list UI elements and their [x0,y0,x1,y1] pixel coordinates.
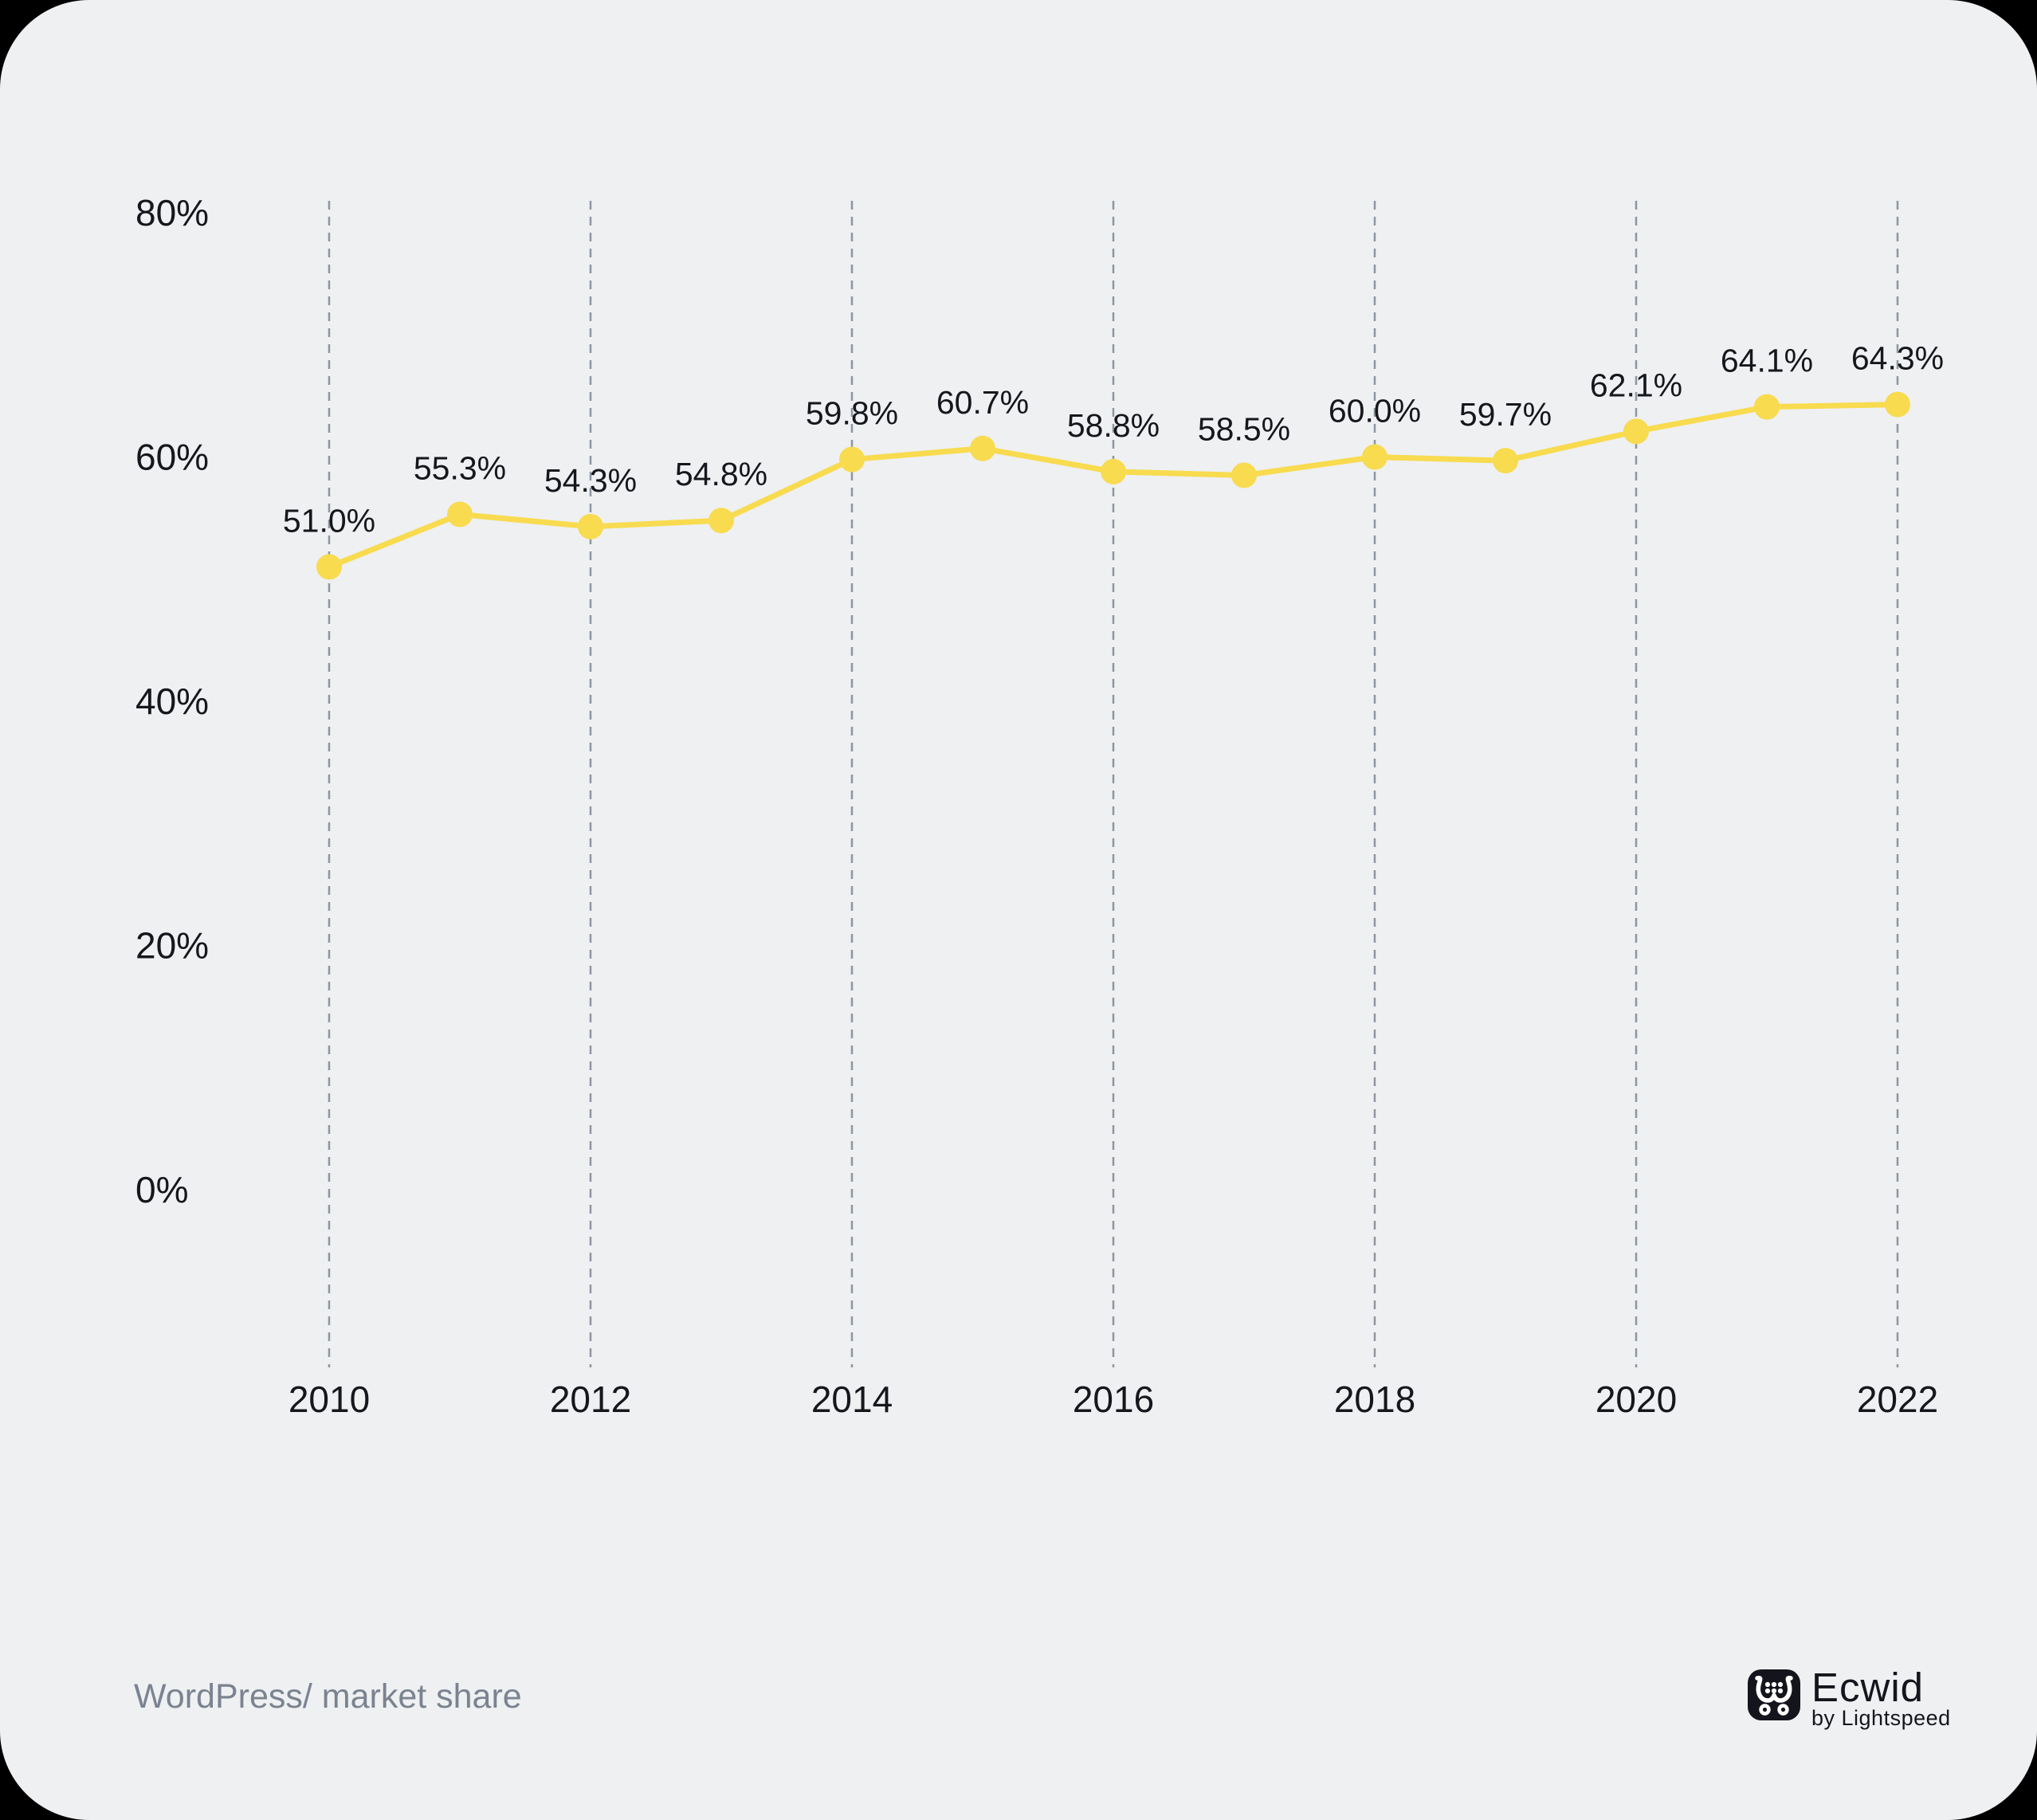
x-tick-label: 2010 [288,1379,370,1420]
x-tick-label: 2012 [550,1379,631,1420]
data-point-label: 58.8% [1067,407,1160,444]
data-point [1623,418,1649,445]
y-tick-label: 80% [135,192,209,233]
data-point [578,513,603,539]
data-point-label: 51.0% [283,502,375,539]
data-point-label: 64.3% [1851,340,1944,377]
data-point-label: 58.5% [1198,410,1290,447]
data-point [316,554,342,580]
data-point-label: 60.0% [1329,393,1421,430]
data-point [1362,444,1387,470]
data-point [970,435,995,461]
data-point [839,446,865,473]
data-point-label: 59.7% [1459,396,1552,433]
data-point [1101,458,1126,484]
x-tick-label: 2020 [1595,1379,1677,1420]
data-point [447,501,473,528]
y-tick-label: 0% [135,1169,188,1210]
data-point-label: 60.7% [936,384,1029,421]
x-tick-label: 2022 [1857,1379,1938,1420]
data-point-label: 62.1% [1590,367,1682,403]
y-tick-label: 40% [135,681,209,722]
data-point [708,508,734,534]
shopping-cart-icon [1748,1669,1800,1720]
brand-subtitle: by Lightspeed [1811,1706,1951,1730]
brand-logo: Ecwid by Lightspeed [1748,1665,1951,1730]
y-tick-label: 60% [135,437,209,478]
data-point-label: 59.8% [806,395,898,432]
data-point [1754,394,1780,420]
data-point [1885,391,1910,418]
data-point-label: 55.3% [414,450,506,487]
x-tick-label: 2014 [811,1379,893,1420]
x-tick-label: 2018 [1334,1379,1415,1420]
y-tick-label: 20% [135,925,209,967]
data-point-label: 54.3% [544,462,637,499]
data-point [1231,462,1257,488]
x-tick-label: 2016 [1073,1379,1154,1420]
data-point-label: 64.1% [1721,343,1813,379]
brand-name: Ecwid [1811,1665,1925,1710]
chart-caption: WordPress/ market share [134,1677,522,1716]
data-point-label: 54.8% [675,456,767,492]
data-point [1493,448,1518,474]
